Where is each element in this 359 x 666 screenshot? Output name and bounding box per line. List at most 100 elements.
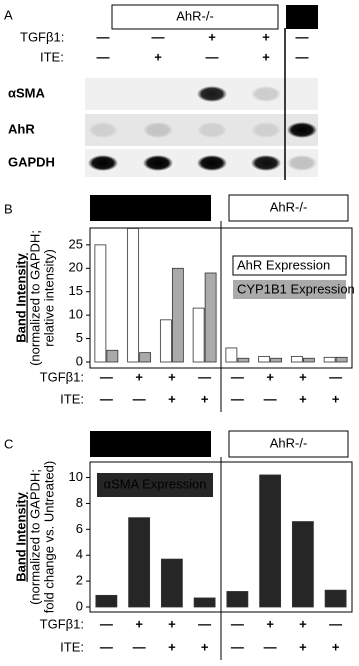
bar — [324, 589, 347, 608]
blot-band — [287, 122, 317, 138]
y-axis-label: (normalized to GAPDH; — [27, 230, 42, 366]
condition-sign: — — [231, 616, 244, 631]
panel-label: C — [4, 436, 13, 451]
condition-sign: + — [201, 639, 209, 654]
bar — [237, 357, 250, 363]
blot-row-label: αSMA — [8, 85, 45, 100]
y-tick-label: 2 — [76, 573, 83, 588]
condition-sign: — — [329, 369, 342, 384]
bar — [291, 521, 314, 608]
condition-sign: + — [299, 369, 307, 384]
condition-label: ITE: — [40, 49, 64, 64]
condition-sign: + — [266, 616, 274, 631]
legend-box — [97, 473, 213, 497]
group-label: +/+ — [293, 8, 312, 23]
condition-sign: — — [152, 29, 165, 44]
y-tick-label: 10 — [69, 469, 83, 484]
condition-sign: + — [168, 369, 176, 384]
blot-band — [197, 155, 227, 171]
y-axis-label: (normalized to GAPDH; — [27, 469, 42, 605]
condition-sign: + — [168, 391, 176, 406]
bar — [139, 352, 152, 363]
condition-sign: — — [100, 391, 113, 406]
blot-band — [88, 155, 118, 171]
condition-sign: — — [296, 29, 309, 44]
condition-sign: + — [135, 616, 143, 631]
condition-sign: + — [332, 391, 340, 406]
condition-label: TGFβ1: — [40, 616, 84, 631]
panel-label: B — [4, 201, 13, 216]
y-tick-label: 20 — [69, 260, 83, 275]
condition-sign: — — [133, 391, 146, 406]
group-label: AhR-/- — [270, 199, 308, 214]
bar — [225, 347, 238, 363]
legend-label: AhR Expression — [237, 257, 330, 272]
condition-sign: — — [264, 391, 277, 406]
y-tick-label: 0 — [76, 353, 83, 368]
bar — [335, 356, 348, 363]
bar — [106, 349, 119, 363]
group-box — [286, 5, 318, 29]
condition-sign: — — [97, 49, 110, 64]
condition-sign: + — [299, 616, 307, 631]
bar — [204, 272, 217, 363]
y-tick-label: 6 — [76, 521, 83, 536]
group-label: AhR-/- — [176, 8, 214, 23]
condition-sign: — — [100, 639, 113, 654]
y-tick-label: 15 — [69, 283, 83, 298]
y-tick-label: 25 — [69, 236, 83, 251]
condition-sign: + — [262, 49, 270, 64]
y-axis-label: relative intensity) — [41, 249, 56, 347]
y-tick-label: 5 — [76, 330, 83, 345]
bar — [259, 474, 282, 608]
blot-band — [88, 122, 118, 138]
legend-box — [233, 280, 346, 299]
blot-row-label: AhR — [8, 121, 35, 136]
bar — [159, 319, 172, 363]
bar — [127, 228, 140, 363]
condition-sign: — — [264, 639, 277, 654]
condition-sign: — — [100, 369, 113, 384]
condition-sign: + — [332, 639, 340, 654]
bar — [323, 356, 336, 363]
condition-sign: — — [100, 616, 113, 631]
bar — [270, 357, 283, 363]
condition-sign: + — [262, 29, 270, 44]
bar — [171, 267, 184, 363]
condition-sign: + — [299, 639, 307, 654]
condition-sign: — — [97, 29, 110, 44]
condition-sign: + — [168, 616, 176, 631]
bar — [193, 597, 216, 608]
y-tick-label: 0 — [76, 598, 83, 613]
condition-sign: — — [329, 616, 342, 631]
y-axis-label: Band Intensity — [13, 252, 28, 342]
blot-band — [251, 155, 281, 171]
y-axis-label: fold change vs. Untreated) — [41, 461, 56, 613]
y-tick-label: 10 — [69, 307, 83, 322]
condition-sign: — — [296, 49, 309, 64]
bar — [128, 517, 151, 608]
condition-sign: — — [231, 391, 244, 406]
y-tick-label: 8 — [76, 495, 83, 510]
bar — [160, 558, 183, 608]
blot-band — [197, 122, 227, 138]
condition-sign: — — [231, 639, 244, 654]
condition-sign: + — [154, 49, 162, 64]
condition-label: TGFβ1: — [40, 369, 84, 384]
condition-sign: + — [299, 391, 307, 406]
bar — [192, 307, 205, 363]
blot-band — [251, 86, 281, 102]
condition-label: ITE: — [60, 391, 84, 406]
legend-label: CYP1B1 Expression — [237, 281, 355, 296]
blot-band — [197, 86, 227, 102]
blot-row-label: GAPDH — [8, 154, 55, 169]
group-label: AhR-/- — [270, 435, 308, 450]
condition-sign: — — [133, 639, 146, 654]
panel-label: A — [4, 7, 13, 22]
condition-sign: — — [198, 369, 211, 384]
group-box — [228, 430, 349, 458]
bar — [226, 591, 249, 608]
group-label: AhR+/+ — [128, 199, 172, 214]
